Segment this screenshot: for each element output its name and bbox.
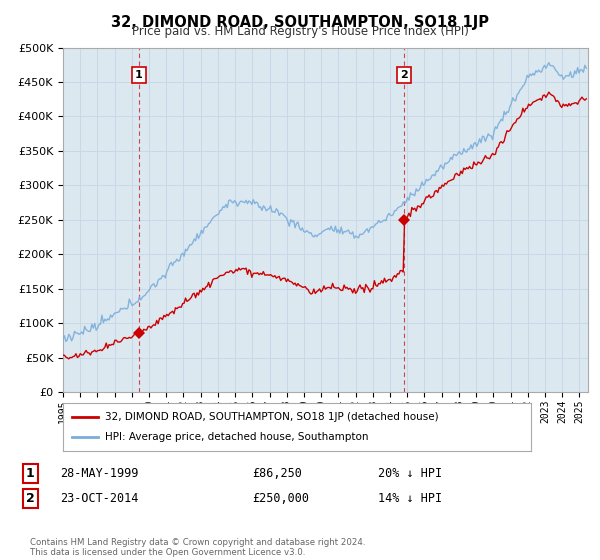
Text: 32, DIMOND ROAD, SOUTHAMPTON, SO18 1JP (detached house): 32, DIMOND ROAD, SOUTHAMPTON, SO18 1JP (… [105,412,439,422]
Text: 23-OCT-2014: 23-OCT-2014 [60,492,139,505]
Text: Contains HM Land Registry data © Crown copyright and database right 2024.
This d: Contains HM Land Registry data © Crown c… [30,538,365,557]
Text: 28-MAY-1999: 28-MAY-1999 [60,466,139,480]
Text: 20% ↓ HPI: 20% ↓ HPI [378,466,442,480]
Text: 1: 1 [26,466,34,480]
Text: 2: 2 [26,492,34,505]
Text: HPI: Average price, detached house, Southampton: HPI: Average price, detached house, Sout… [105,432,368,442]
Text: 32, DIMOND ROAD, SOUTHAMPTON, SO18 1JP: 32, DIMOND ROAD, SOUTHAMPTON, SO18 1JP [111,15,489,30]
Text: £250,000: £250,000 [252,492,309,505]
Text: 2: 2 [400,70,408,80]
Text: 14% ↓ HPI: 14% ↓ HPI [378,492,442,505]
Text: 1: 1 [135,70,143,80]
Text: £86,250: £86,250 [252,466,302,480]
Text: Price paid vs. HM Land Registry's House Price Index (HPI): Price paid vs. HM Land Registry's House … [131,25,469,38]
